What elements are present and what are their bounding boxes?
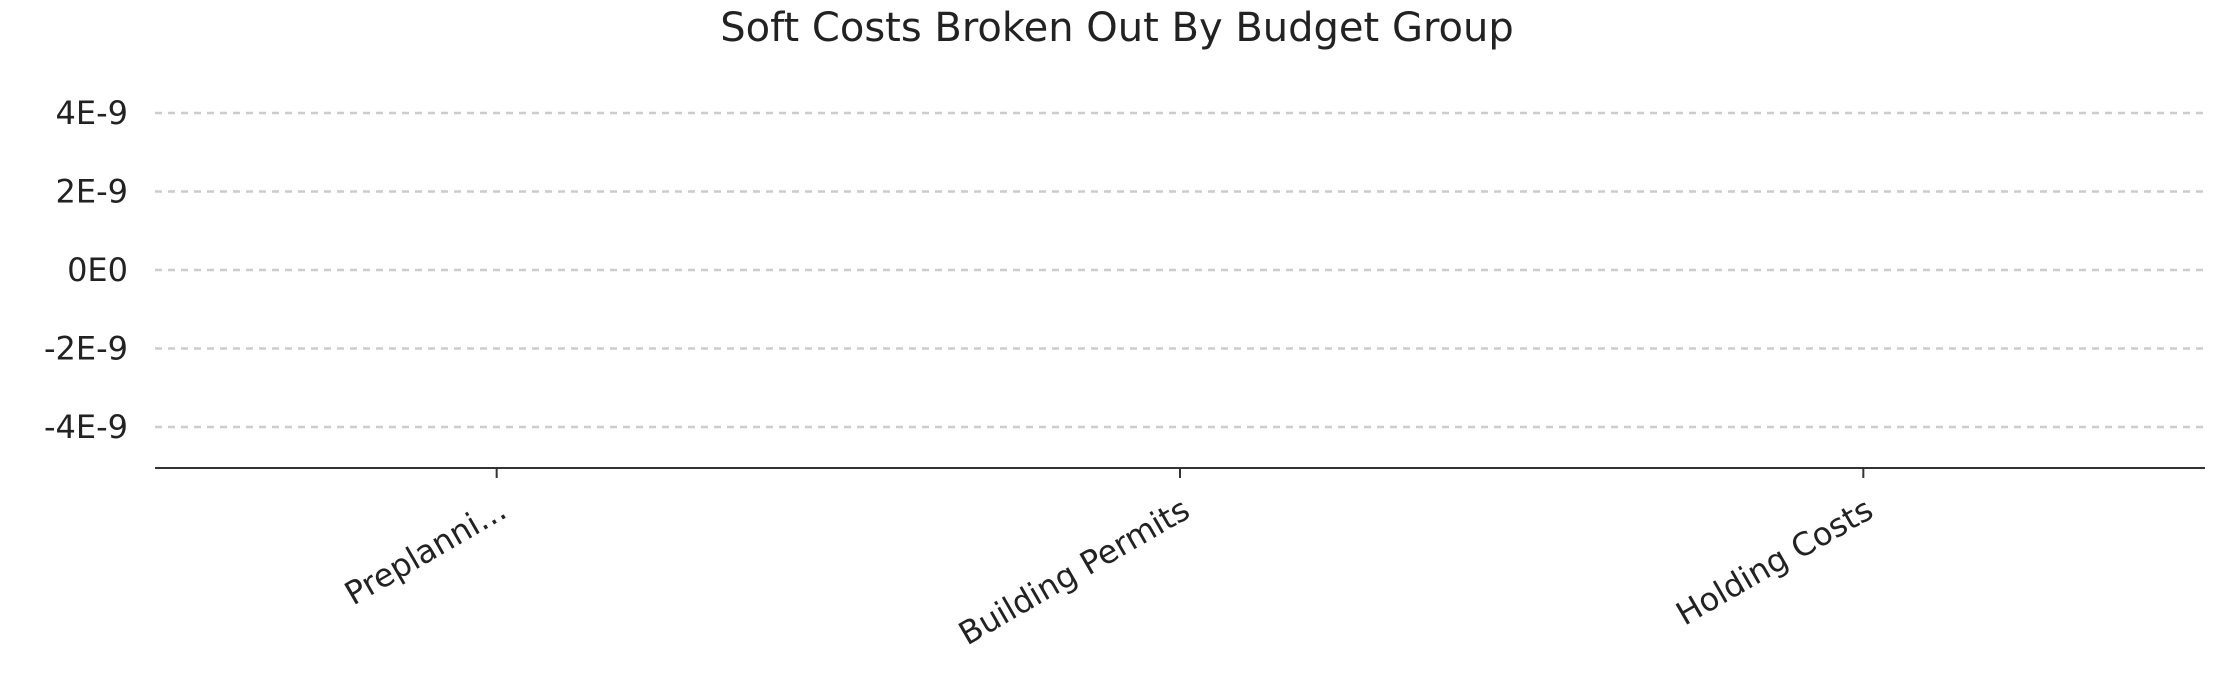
chart-title: Soft Costs Broken Out By Budget Group <box>720 5 1513 51</box>
y-tick-label: 0E0 <box>67 251 128 289</box>
y-tick-label: 2E-9 <box>56 173 128 211</box>
y-axis-tick-labels: 4E-9 2E-9 0E0 -2E-9 -4E-9 <box>44 94 128 446</box>
x-axis: Preplanni... Building Permits Holding Cost… <box>338 468 1879 653</box>
grid-lines <box>155 111 2205 429</box>
y-tick-label: 4E-9 <box>56 94 128 132</box>
x-tick-label: Preplanni... <box>338 490 513 613</box>
y-tick-label: -2E-9 <box>44 330 128 368</box>
y-tick-label: -4E-9 <box>44 408 128 446</box>
x-tick-label: Holding Costs <box>1670 490 1880 633</box>
x-tick-label: Building Permits <box>952 490 1196 653</box>
